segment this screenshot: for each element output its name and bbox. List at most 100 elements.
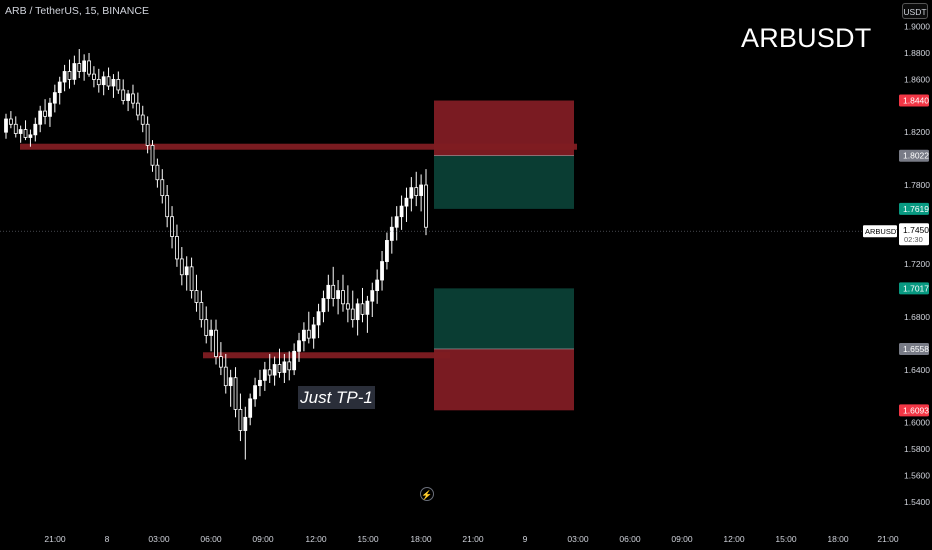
candle <box>87 53 91 77</box>
candle <box>258 369 262 397</box>
candle <box>360 287 365 323</box>
price-axis: 1.9000 1.8800 1.8600 1.8200 1.7800 1.7200 1.68… <box>863 22 930 507</box>
horizontal-line <box>20 143 577 150</box>
candle-body <box>155 164 160 181</box>
price-tag-bg <box>899 282 929 295</box>
y-tick-label: 1.8200 <box>904 127 930 137</box>
symbol-title: ARB / TetherUS, 15, BINANCE <box>5 5 149 17</box>
candle <box>321 290 326 323</box>
candle-body <box>8 118 13 125</box>
x-tick-label: 9 <box>523 534 528 544</box>
price-tag-bg <box>899 342 929 355</box>
candle <box>248 393 253 426</box>
candle <box>311 317 316 349</box>
candle-body <box>404 197 409 207</box>
y-tick-label: 1.5600 <box>904 470 930 480</box>
price-tag: 1.7017 <box>899 282 929 295</box>
candle-body <box>341 290 345 305</box>
x-tick-label: 03:00 <box>567 534 589 544</box>
candle-body <box>62 71 67 83</box>
candle-body <box>282 361 287 373</box>
candle <box>389 216 394 254</box>
candle-body <box>223 366 228 387</box>
candle <box>33 117 38 142</box>
x-tick-label: 21:00 <box>462 534 484 544</box>
candle <box>38 105 43 133</box>
candle-body <box>409 187 414 199</box>
price-tag-label: 1.6558 <box>903 344 929 354</box>
candle <box>145 116 150 154</box>
candle-body <box>23 129 28 138</box>
candle <box>345 285 350 323</box>
countdown-label: 02:30 <box>904 235 923 244</box>
price-tag: 1.6093 <box>899 404 929 417</box>
candle-body <box>121 89 126 101</box>
candle-body <box>321 298 326 313</box>
candle-body <box>243 416 248 431</box>
candle <box>150 140 155 172</box>
candle-body <box>414 187 419 196</box>
candle <box>341 274 345 312</box>
short-target-zone <box>434 155 574 209</box>
candle-body <box>326 284 331 299</box>
candle <box>365 295 370 333</box>
candle <box>175 224 179 267</box>
candle-body <box>126 93 130 101</box>
x-tick-label: 09:00 <box>252 534 274 544</box>
y-tick-label: 1.6000 <box>904 418 930 428</box>
candle-body <box>48 102 52 117</box>
candle <box>13 116 18 138</box>
current-price-bg <box>899 223 929 246</box>
candle <box>350 290 355 328</box>
x-tick-label: 15:00 <box>775 534 797 544</box>
currency-button[interactable]: USDT <box>902 3 928 19</box>
x-tick-label: 18:00 <box>827 534 849 544</box>
candle <box>243 406 248 460</box>
candle <box>131 84 135 109</box>
candle <box>424 169 428 236</box>
candle-body <box>238 408 243 431</box>
candle <box>272 356 277 386</box>
candle <box>52 84 57 113</box>
candle-body <box>101 76 106 86</box>
candle <box>253 377 257 407</box>
candle <box>82 54 87 81</box>
y-tick-label: 1.8600 <box>904 74 930 84</box>
candle <box>380 251 384 291</box>
candle <box>399 195 404 230</box>
price-tag-label: 1.6093 <box>903 405 929 415</box>
candle <box>101 71 106 96</box>
candle-body <box>111 79 116 87</box>
candle-body <box>316 311 321 326</box>
candle <box>184 256 189 291</box>
candle-body <box>116 79 121 91</box>
price-tag-bg <box>899 149 929 162</box>
candle-body <box>385 240 389 262</box>
candle-body <box>380 261 384 281</box>
price-tag-label: 1.7017 <box>903 283 929 293</box>
time-axis: 21:00 8 03:00 06:00 09:00 12:00 15:00 18:00 21:0… <box>44 534 899 544</box>
y-tick-label: 1.9000 <box>904 22 930 32</box>
candle <box>8 111 13 129</box>
candle-body <box>248 398 253 418</box>
candle-body <box>28 134 33 138</box>
candle <box>336 280 340 315</box>
x-tick-label: 03:00 <box>148 534 170 544</box>
candle <box>43 99 47 125</box>
candle <box>375 269 380 304</box>
lightning-bolt-icon[interactable]: ⚡ <box>420 487 434 501</box>
candle-body <box>194 290 199 303</box>
y-tick-label: 1.6800 <box>904 312 930 322</box>
candle-body <box>150 144 155 166</box>
candle <box>297 332 301 362</box>
candle <box>262 361 267 391</box>
candle-body <box>57 81 62 94</box>
candle <box>331 266 336 307</box>
candle-body <box>419 184 424 196</box>
candle-body <box>262 369 267 381</box>
candle <box>287 351 292 381</box>
annotation-label[interactable]: Just TP-1 <box>298 386 375 409</box>
symbol-watermark: ARBUSDT <box>741 23 872 53</box>
candle-body <box>140 114 145 125</box>
